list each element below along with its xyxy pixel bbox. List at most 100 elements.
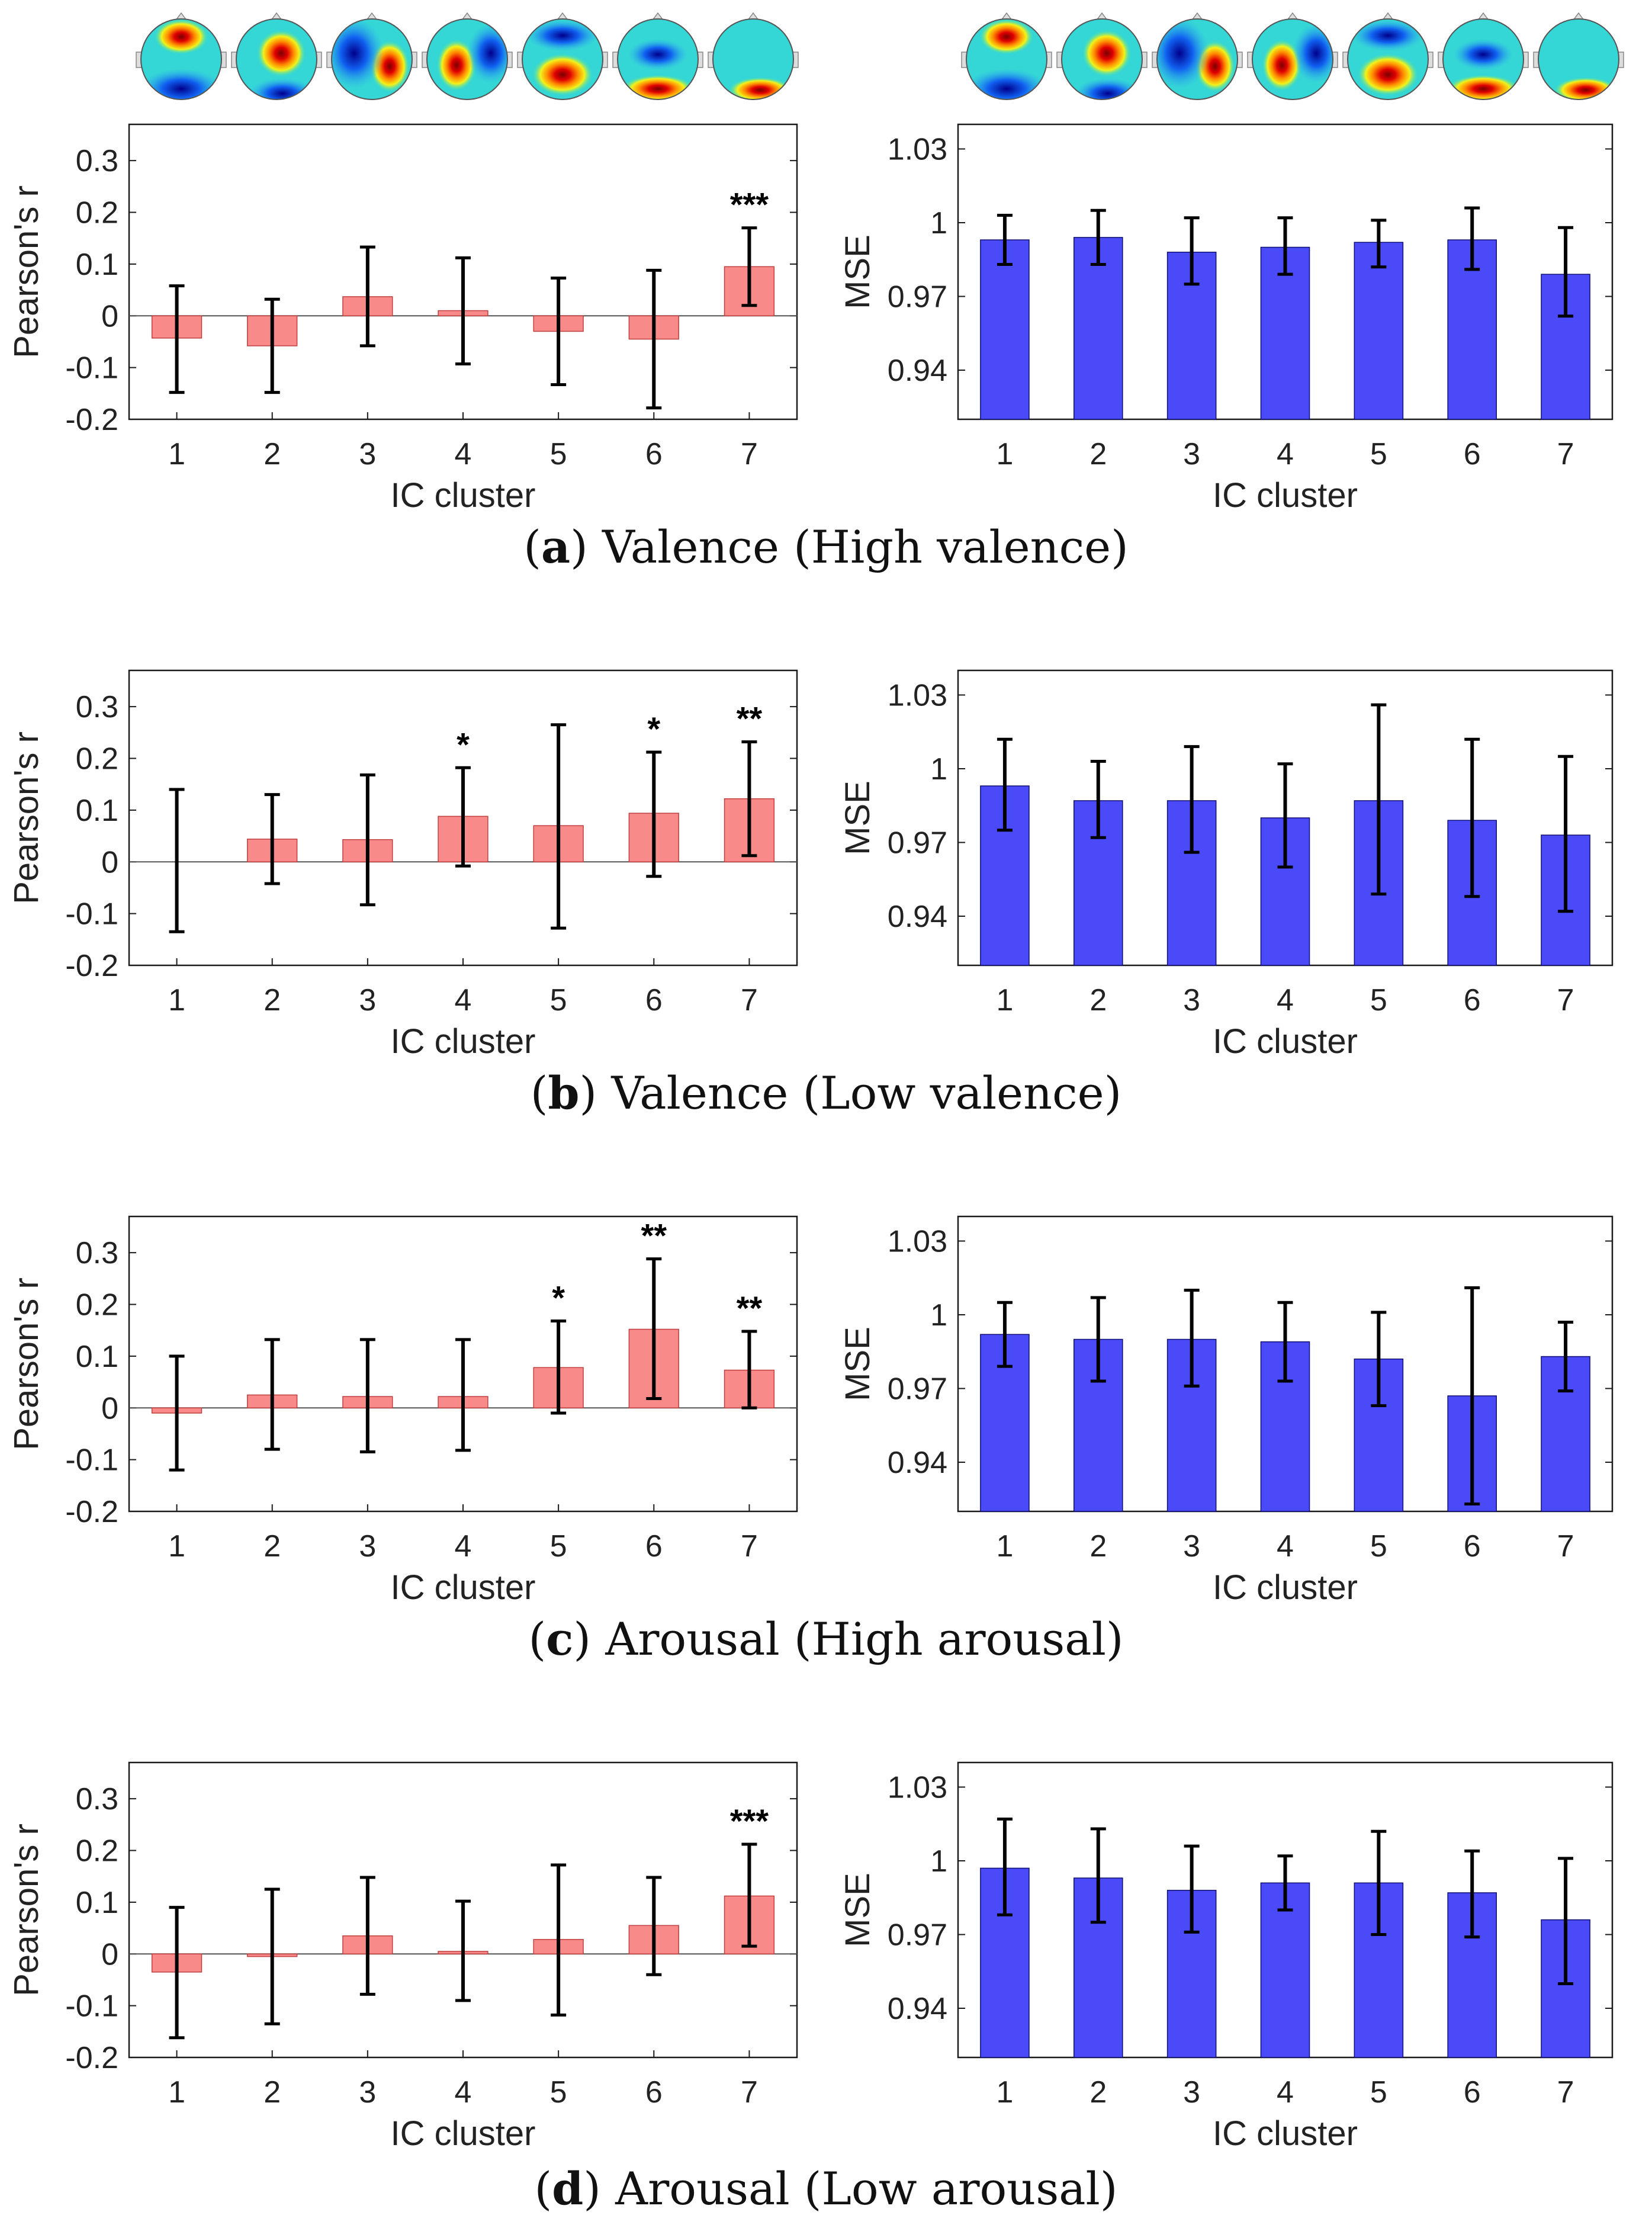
scalp-outline <box>1347 18 1429 100</box>
scalp-hotspot <box>621 75 695 99</box>
panel-d-mse-xtick-label: 5 <box>1370 2075 1387 2110</box>
panel-c-mse-xtick-label: 6 <box>1464 1529 1481 1564</box>
panel-c-mse-chart: 0.94 0.97 1 1.03 1 2 3 4 5 6 7 IC cluster MSE <box>838 1215 1614 1607</box>
panel-a-mse-xlabel: IC cluster <box>1213 476 1358 515</box>
panel-b-mse-xtick-label: 7 <box>1557 983 1574 1017</box>
panel-b-mse-xtick-label: 6 <box>1464 983 1481 1017</box>
panel-a-mse-bar <box>1073 237 1123 420</box>
panel-d-corr-ytick-label: -0.2 <box>65 2041 118 2075</box>
panel-b-mse-xtick-label: 5 <box>1370 983 1387 1017</box>
scalp-hotspot <box>256 30 306 77</box>
panel-c-mse-xtick-label: 7 <box>1557 1529 1574 1564</box>
scalp-map-icon <box>1342 12 1434 100</box>
panel-b-corr-xtick-label: 1 <box>168 983 185 1017</box>
panel-c-corr-significance-marker: ** <box>737 1289 763 1327</box>
panel-c-caption: (c) Arousal (High arousal) <box>528 1613 1123 1665</box>
scalp-outline <box>966 18 1047 100</box>
scalp-map-fill <box>1538 19 1619 99</box>
panel-a-mse-xtick-label: 3 <box>1183 437 1200 471</box>
panel-a-corr-significance-marker: *** <box>730 186 769 223</box>
panel-b-corr-xtick-label: 5 <box>550 983 567 1017</box>
scalp-map-icon <box>1438 12 1529 100</box>
panel-d-mse-ylabel: MSE <box>838 1873 877 1947</box>
panel-c-mse-xtick-label: 3 <box>1183 1529 1200 1564</box>
panel-a-corr-ytick-label: -0.2 <box>65 403 118 437</box>
panel-c-corr-xlabel: IC cluster <box>391 1568 536 1607</box>
panel-d-mse-ytick-label: 0.97 <box>888 1918 947 1953</box>
panel-d-mse-xtick-label: 6 <box>1464 2075 1481 2110</box>
panel-a-corr-xlabel: IC cluster <box>391 476 536 515</box>
panel-d-caption: (d) Arousal (Low arousal) <box>534 2162 1117 2215</box>
panel-d-correlation-chart: -0.2 -0.1 0 0.1 0.2 0.3 1 2 3 4 5 6 7 IC cluster Pears… <box>7 1761 798 2153</box>
panel-d-mse-xtick-label: 4 <box>1277 2075 1294 2110</box>
panel-b-mse-ytick-label: 1 <box>930 752 947 786</box>
panel-a-mse-bar <box>1541 274 1590 420</box>
panel-b-corr-ytick-label: 0.3 <box>76 690 118 724</box>
panel-c-corr-xtick-label: 2 <box>263 1529 281 1564</box>
scalp-map-icon <box>708 12 799 100</box>
panel-d-mse-xtick-label: 2 <box>1089 2075 1107 2110</box>
scalp-hotspot <box>979 19 1034 54</box>
panel-b-corr-ytick-label: 0 <box>101 845 118 879</box>
scalp-map-fill <box>1062 19 1142 99</box>
panel-d-corr-xtick-label: 3 <box>359 2075 376 2110</box>
panel-a-mse-ylabel: MSE <box>838 235 877 309</box>
scalp-coldspot <box>1454 39 1513 70</box>
panel-c-correlation-chart: -0.2 -0.1 0 0.1 0.2 0.3 1 2 3 4 5 6 7 IC cluster Pears… <box>7 1215 798 1607</box>
panel-b-mse-ytick-label: 0.94 <box>888 900 947 934</box>
scalp-map-icon <box>1152 12 1243 100</box>
scalp-outline <box>617 18 699 100</box>
scalp-map-fill <box>713 19 793 99</box>
panel-d-corr-significance-marker: *** <box>730 1802 769 1839</box>
scalp-coldspot <box>1075 78 1141 99</box>
panel-d-mse-ytick-label: 0.94 <box>888 1992 947 2026</box>
scalp-map-fill <box>332 19 412 99</box>
scalp-map-fill <box>966 19 1047 99</box>
scalp-map-icon <box>612 12 703 100</box>
panel-b-caption: (b) Valence (Low valence) <box>531 1067 1122 1119</box>
scalp-map-fill <box>427 19 507 99</box>
scalp-map-icon <box>1056 12 1148 100</box>
panel-c-corr-ytick-label: 0 <box>101 1391 118 1426</box>
panel-c-corr-ytick-label: 0.3 <box>76 1236 118 1270</box>
panel-b-corr-ytick-label: 0.1 <box>76 794 118 828</box>
panel-a-mse-ytick-label: 0.97 <box>888 280 947 314</box>
panel-a-corr-ytick-label: 0.1 <box>76 248 118 282</box>
scalp-map-icon <box>961 12 1052 100</box>
panel-d-corr-xtick-label: 5 <box>550 2075 567 2110</box>
panel-d-corr-ytick-label: 0.2 <box>76 1834 118 1869</box>
panel-a-corr-xtick-label: 6 <box>645 437 663 471</box>
panel-b-corr-xtick-label: 4 <box>455 983 472 1017</box>
panel-a-corr-ytick-label: -0.1 <box>65 351 118 386</box>
panel-a-corr-xtick-label: 1 <box>168 437 185 471</box>
scalp-outline <box>331 18 413 100</box>
scalp-map-icon <box>326 12 417 100</box>
scalp-map-icon <box>422 12 513 100</box>
panel-d-corr-ytick-label: 0.3 <box>76 1782 118 1816</box>
scalp-outline <box>1252 18 1333 100</box>
panel-b-mse-xtick-label: 4 <box>1277 983 1294 1017</box>
panel-d-corr-ytick-label: -0.1 <box>65 1989 118 2024</box>
panel-c-corr-xtick-label: 6 <box>645 1529 663 1564</box>
panel-a-caption: (a) Valence (High valence) <box>523 521 1129 573</box>
panel-b-corr-significance-marker: * <box>647 710 660 747</box>
panel-a-corr-xtick-label: 3 <box>359 437 376 471</box>
scalp-outline <box>236 18 317 100</box>
scalp-outline <box>1156 18 1238 100</box>
panel-d-corr-ytick-label: 0 <box>101 1937 118 1972</box>
panel-a-mse-xtick-label: 1 <box>996 437 1013 471</box>
panel-c-corr-ytick-label: 0.1 <box>76 1340 118 1374</box>
panel-d-mse-bar <box>1260 1882 1310 2058</box>
panel-c-mse-xtick-label: 2 <box>1089 1529 1107 1564</box>
scalp-coldspot <box>527 20 598 51</box>
panel-c-mse-ytick-label: 0.94 <box>888 1446 947 1480</box>
panel-a-corr-xtick-label: 7 <box>741 437 758 471</box>
panel-b-corr-xtick-label: 6 <box>645 983 663 1017</box>
panel-d-corr-xlabel: IC cluster <box>391 2114 536 2153</box>
panel-b-corr-significance-marker: ** <box>737 700 763 737</box>
panel-b-corr-xlabel: IC cluster <box>391 1022 536 1061</box>
panel-b-corr-ytick-label: 0.2 <box>76 742 118 776</box>
scalp-map-fill <box>1252 19 1333 99</box>
panel-a-mse-xtick-label: 2 <box>1089 437 1107 471</box>
scalp-map-fill <box>1443 19 1524 99</box>
